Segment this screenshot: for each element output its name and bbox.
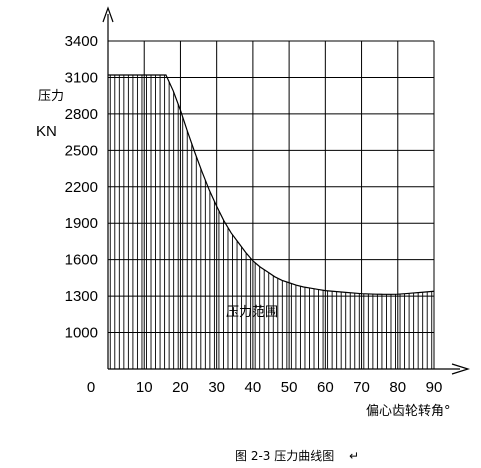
x-tick-label-8: 80 [389,379,406,396]
y-axis-label-line1: 压力 [38,89,64,104]
x-tick-label-5: 50 [281,379,298,396]
y-tick-label-0: 1000 [65,325,98,342]
x-tick-label-4: 40 [245,379,262,396]
y-tick-label-8: 3400 [65,33,98,50]
grid-lines [108,40,435,369]
y-tick-label-4: 2200 [65,179,98,196]
x-tick-label-1: 10 [136,379,153,396]
y-tick-label-1: 1300 [65,288,98,305]
y-axis-label-line2: KN [36,123,57,140]
y-tick-label-7: 3100 [65,69,98,86]
series-line [108,74,435,295]
x-tick-label-3: 30 [208,379,225,396]
x-tick-label-7: 70 [353,379,370,396]
y-axis-arrow [102,6,114,23]
x-tick-label-9: 90 [426,379,443,396]
y-tick-label-3: 1900 [65,215,98,232]
x-tick-label-6: 60 [317,379,334,396]
y-tick-label-2: 1600 [65,252,98,269]
pressure-range-hatch [109,75,433,369]
x-axis-arrow [451,363,471,375]
x-axis-label: 偏心齿轮转角° [366,404,451,419]
figure-caption: 图 2-3 压力曲线图 [235,449,334,463]
return-mark: ↵ [349,449,359,463]
axes [102,6,471,375]
tick-labels: 1000 1300 1600 1900 2200 2500 2800 3100 3400 0 10 2… [65,33,443,396]
y-tick-label-6: 2800 [65,106,98,123]
pressure-curve [108,74,435,295]
x-tick-label-0: 0 [87,379,95,396]
area-label: 压力范围 [226,305,278,320]
x-tick-label-2: 20 [172,379,189,396]
y-tick-label-5: 2500 [65,142,98,159]
